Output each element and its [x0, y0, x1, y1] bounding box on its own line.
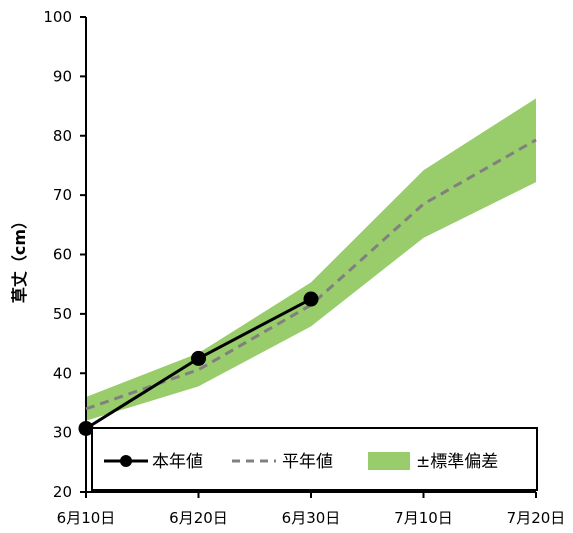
y-tick-label: 60: [53, 246, 72, 264]
y-tick-label: 100: [43, 8, 72, 26]
std-band: [86, 98, 536, 421]
y-tick-label: 30: [53, 424, 72, 442]
legend-current-label: 本年値: [152, 452, 203, 472]
y-tick-label: 40: [53, 364, 72, 382]
series-current-point: [303, 291, 319, 307]
x-tick-label: 6月10日: [57, 509, 116, 527]
y-tick-label: 80: [53, 127, 72, 145]
tick-labels: 20 30 40 50 60 70 80 90 100 6月10日 6月20日 6月30日 7月10日 7…: [43, 8, 565, 527]
axes: [80, 16, 537, 498]
legend-normal-label: 平年値: [282, 452, 333, 472]
series-layer: [78, 138, 537, 436]
x-tick-label: 7月10日: [394, 509, 453, 527]
std-band-layer: [86, 98, 536, 421]
y-tick-label: 70: [53, 186, 72, 204]
series-current-point: [78, 420, 94, 436]
legend-band-swatch: [368, 452, 410, 470]
y-axis-label: 草丈（cm）: [10, 213, 29, 303]
x-tick-label: 7月20日: [507, 509, 566, 527]
y-tick-label: 50: [53, 305, 72, 323]
legend-current-marker: [120, 455, 132, 467]
legend-band-label: ±標準偏差: [416, 452, 498, 472]
series-current-point: [191, 350, 206, 366]
y-tick-label: 20: [53, 483, 72, 501]
legend-box: [91, 427, 538, 491]
x-tick-label: 6月30日: [282, 509, 341, 527]
legend: 本年値 平年値 ±標準偏差: [91, 427, 538, 491]
y-tick-label: 90: [53, 67, 72, 85]
x-tick-label: 6月20日: [169, 509, 228, 527]
